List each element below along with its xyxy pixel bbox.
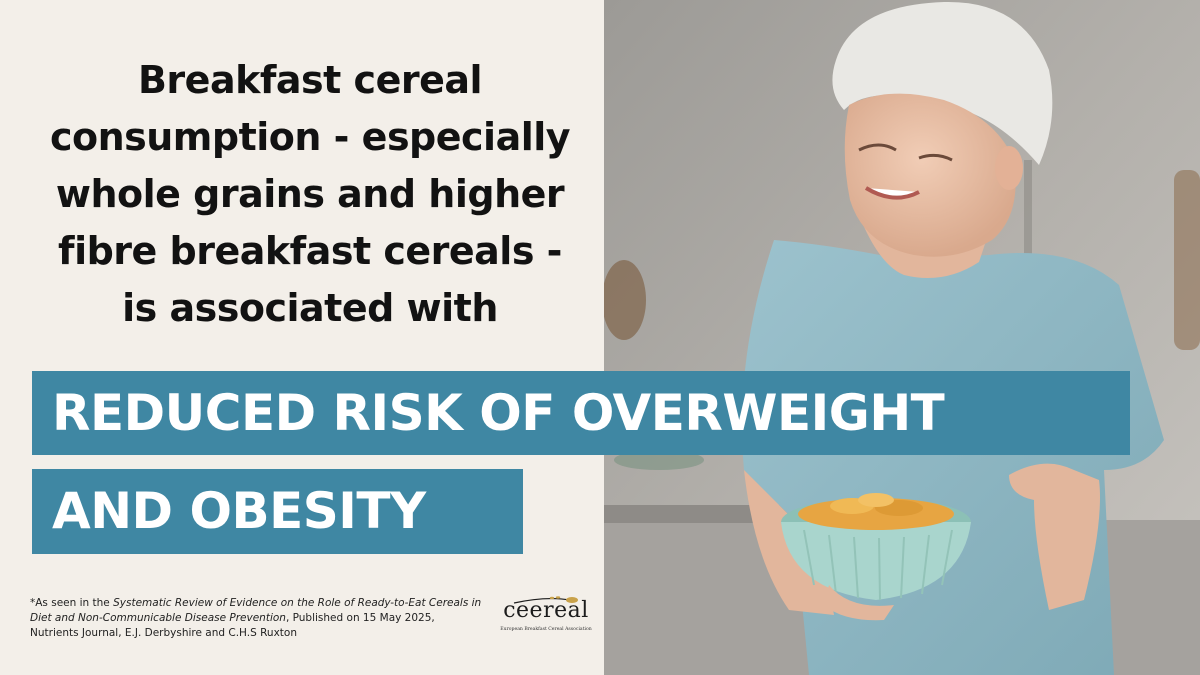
headline-line: Breakfast cereal <box>137 58 483 102</box>
woman-with-cereal-bowl-photo <box>604 0 1200 675</box>
footnote-prefix: *As seen in the <box>30 597 114 609</box>
wheat-spoon-icon <box>513 596 578 604</box>
headline-line: fibre breakfast cereals - <box>58 229 562 273</box>
footnote-title: Systematic Review of Evidence on the Rol… <box>30 597 482 624</box>
headline-line: whole grains and higher <box>55 172 565 216</box>
footnote-suffix: , Published on 15 May 2025, Nutrients Jo… <box>30 612 435 639</box>
photo-illustration <box>604 0 1200 675</box>
headline-line: is associated with <box>122 286 498 330</box>
source-footnote: *As seen in the Systematic Review of Evi… <box>30 596 485 641</box>
ceereal-logo: ceereal European Breakfast Cereal Associ… <box>498 592 594 640</box>
logo-tagline: European Breakfast Cereal Association <box>500 627 592 632</box>
highlight-banner-line-1: REDUCED RISK OF OVERWEIGHT <box>32 371 1130 455</box>
headline: Breakfast cereal consumption - especiall… <box>20 52 600 337</box>
headline-line: consumption - especially <box>49 115 571 159</box>
left-panel <box>0 0 604 675</box>
logo-wordmark: ceereal <box>503 598 589 623</box>
highlight-banner-line-2: AND OBESITY <box>32 469 523 554</box>
